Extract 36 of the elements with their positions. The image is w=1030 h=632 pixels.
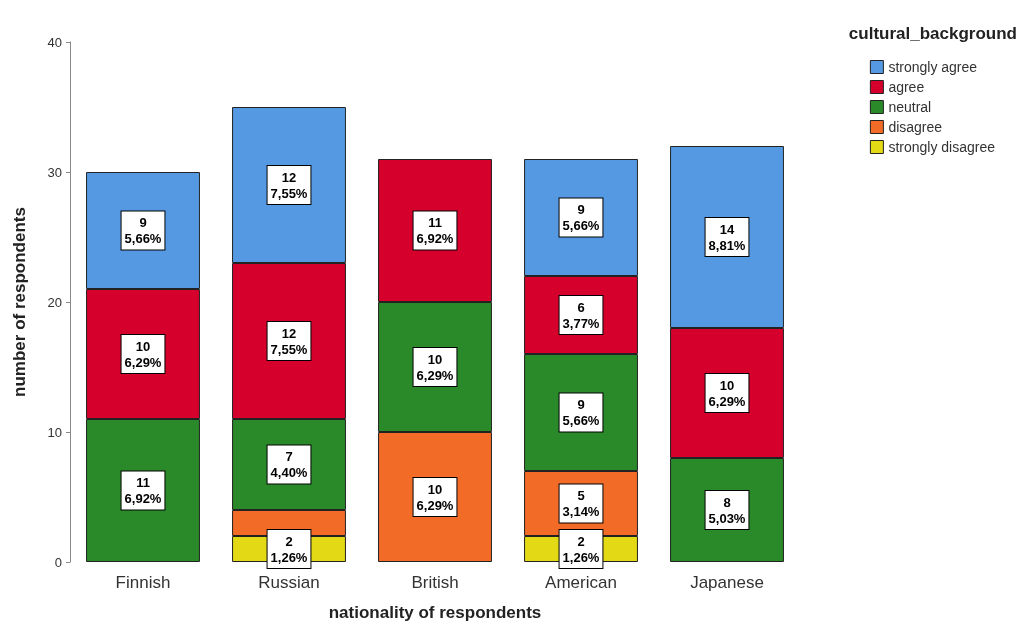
legend-title: cultural_background — [848, 24, 1017, 43]
legend-label: disagree — [888, 119, 943, 135]
data-label: 10 6,29% — [416, 351, 454, 383]
legend-label: strongly disagree — [888, 139, 996, 155]
x-tick-label: Finnish — [115, 573, 171, 592]
data-label: 11 6,92% — [124, 475, 162, 506]
data-label: 12 7,55% — [270, 325, 308, 357]
x-tick-label: British — [411, 573, 459, 592]
y-tick-label: 10 — [47, 424, 62, 440]
legend-label: agree — [888, 79, 925, 95]
y-tick-label: 40 — [47, 34, 62, 50]
data-label: 10 6,29% — [124, 338, 162, 370]
data-label: 2 1,26% — [562, 533, 600, 565]
x-tick-label: American — [545, 573, 617, 592]
data-label: 9 5,66% — [562, 202, 600, 233]
x-tick-label: Russian — [258, 573, 320, 592]
data-label: 7 4,40% — [270, 449, 308, 480]
data-label: 12 7,55% — [270, 169, 308, 201]
data-label: 10 6,29% — [708, 377, 746, 409]
data-label: 5 3,14% — [562, 488, 600, 519]
data-label: 9 5,66% — [562, 397, 600, 428]
data-label: 11 6,92% — [416, 215, 454, 246]
legend-label: strongly agree — [888, 59, 978, 75]
data-label: 9 5,66% — [124, 215, 162, 246]
legend-label: neutral — [888, 99, 932, 115]
data-label: 14 8,81% — [708, 221, 746, 253]
x-tick-label: Japanese — [690, 573, 764, 592]
x-axis-title: nationality of respondents — [328, 603, 542, 622]
data-label: 8 5,03% — [708, 494, 746, 526]
y-tick-label: 20 — [47, 294, 62, 310]
data-label: 2 1,26% — [270, 533, 308, 565]
y-axis-title: number of respondents — [10, 207, 29, 397]
data-label: 6 3,77% — [562, 299, 600, 331]
data-label: 10 6,29% — [416, 481, 454, 513]
y-tick-label: 0 — [54, 554, 62, 570]
y-tick-label: 30 — [47, 164, 62, 180]
